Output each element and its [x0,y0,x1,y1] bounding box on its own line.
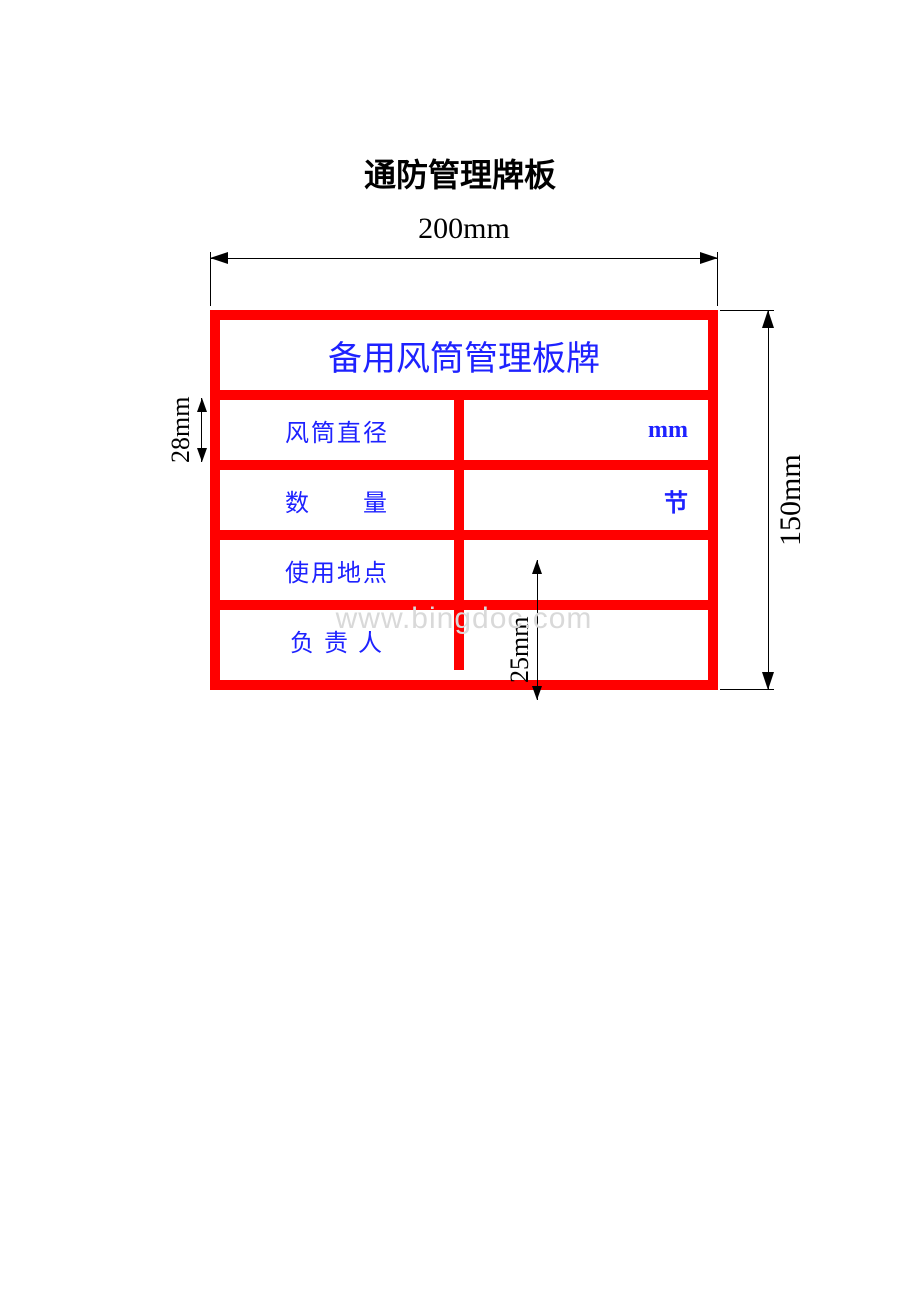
row-value-suffix: mm [464,400,708,460]
row-label: 风筒直径 [220,400,464,460]
table-row: 使用地点 [220,540,708,610]
sign-board: 备用风筒管理板牌 风筒直径 mm 数 量 节 使用地点 负 责 人 [210,310,718,690]
page: 通防管理牌板 200mm 150mm 28mm 备用风筒管理板牌 风筒直径 mm… [0,0,920,1302]
arrow-down-icon [762,672,774,690]
page-title: 通防管理牌板 [0,150,920,196]
dim-line [768,310,769,690]
table-row: 数 量 节 [220,470,708,540]
dimension-small-label: 25mm [505,590,535,710]
board-header: 备用风筒管理板牌 [220,320,708,400]
row-value-suffix: 节 [464,470,708,530]
arrow-up-icon [532,560,542,574]
row-label: 使用地点 [220,540,464,600]
arrow-right-icon [700,252,718,264]
row-value-suffix [464,610,708,670]
dimension-right-label: 150mm [774,310,810,690]
row-label: 数 量 [220,470,464,530]
arrow-left-icon [210,252,228,264]
dimension-top: 200mm [210,252,718,302]
dim-line [210,258,718,259]
dimension-small: 25mm [529,560,559,700]
arrow-up-icon [197,398,207,412]
dimension-right: 150mm [720,310,780,690]
row-value-suffix [464,540,708,600]
table-row: 风筒直径 mm [220,400,708,470]
table-row: 负 责 人 [220,610,708,670]
dim-line [537,560,538,700]
row-label: 负 责 人 [220,610,464,670]
arrow-down-icon [197,448,207,462]
arrow-up-icon [762,310,774,328]
dimension-top-label: 200mm [210,212,718,246]
dimension-left: 28mm [170,398,210,462]
dimension-left-label: 28mm [166,376,196,484]
